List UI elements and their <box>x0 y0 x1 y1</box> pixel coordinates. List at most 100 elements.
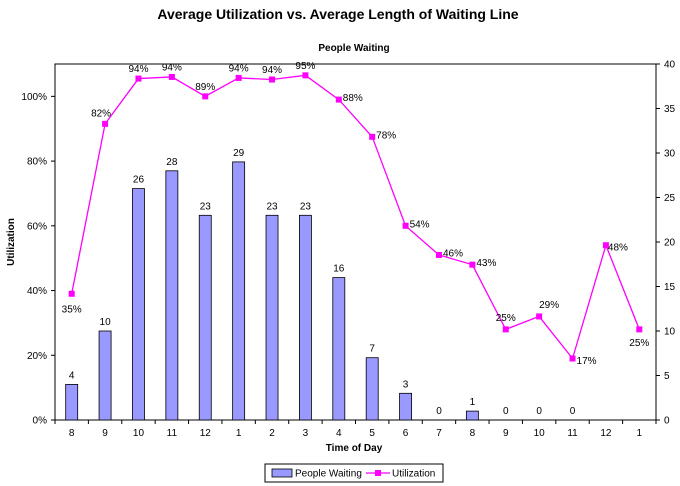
line-marker <box>102 120 109 127</box>
right-tick-label: 20 <box>664 238 676 249</box>
bar <box>465 410 479 421</box>
line-marker <box>168 73 175 80</box>
bar <box>98 330 112 421</box>
bar-value-label: 0 <box>503 406 509 417</box>
left-tick-label: 80% <box>27 157 47 168</box>
line-value-label: 89% <box>195 82 215 93</box>
legend-box <box>264 463 444 483</box>
bar-value-label: 23 <box>200 201 212 212</box>
bar <box>332 277 346 421</box>
line-marker <box>302 72 309 79</box>
left-tick-label: 100% <box>21 92 47 103</box>
x-axis-label: Time of Day <box>326 443 383 454</box>
line-value-label: 29% <box>539 300 559 311</box>
line-value-label: 94% <box>229 63 249 74</box>
line-marker <box>602 242 609 249</box>
line-marker <box>469 261 476 268</box>
x-tick-label: 6 <box>403 428 409 439</box>
bar-value-label: 23 <box>266 201 278 212</box>
bar-value-label: 28 <box>166 157 178 168</box>
plot-area <box>54 63 657 421</box>
x-tick-label: 11 <box>567 428 578 439</box>
right-tick-label: 10 <box>664 327 676 338</box>
legend-bar-label: People Waiting <box>295 469 362 480</box>
bar <box>65 383 79 421</box>
line-value-label: 82% <box>91 108 111 119</box>
legend: People Waiting Utilization <box>264 463 444 483</box>
right-tick-label: 5 <box>664 371 670 382</box>
line-group <box>68 72 643 362</box>
right-tick-label: 30 <box>664 149 676 160</box>
x-tick-label: 8 <box>470 428 476 439</box>
bar <box>299 214 312 421</box>
x-axis: 8 9 10 11 12 1 2 3 4 5 6 7 8 9 10 11 12 1 <box>54 420 657 439</box>
bar-value-label: 0 <box>536 406 542 417</box>
x-tick-label: 5 <box>369 428 375 439</box>
right-tick-label: 40 <box>664 60 676 71</box>
bar-value-label: 1 <box>470 397 476 408</box>
bar-value-label: 23 <box>300 201 312 212</box>
x-tick-label: 1 <box>637 428 643 439</box>
x-tick-label: 7 <box>436 428 442 439</box>
line-value-label: 43% <box>476 258 496 269</box>
line-marker <box>569 355 576 362</box>
x-tick-label: 3 <box>303 428 309 439</box>
line-value-label: 46% <box>443 248 463 259</box>
right-tick-label: 35 <box>664 104 676 115</box>
line-value-label: 88% <box>343 93 363 104</box>
line-value-label: 95% <box>295 61 315 72</box>
bar-value-label: 0 <box>436 406 442 417</box>
x-tick-label: 12 <box>200 428 212 439</box>
right-tick-label: 15 <box>664 282 676 293</box>
line-marker <box>402 222 409 229</box>
x-tick-label: 10 <box>133 428 145 439</box>
line-value-label: 25% <box>629 338 649 349</box>
x-tick-label: 2 <box>269 428 275 439</box>
bar <box>198 214 212 421</box>
y-axis-label: Utilization <box>6 218 17 266</box>
bar <box>165 170 179 421</box>
x-tick-label: 12 <box>600 428 612 439</box>
x-tick-label: 8 <box>69 428 75 439</box>
line-label-group: 35% 82% 94% 94% 89% 94% 94% 95% 88% 78% 54% 46% 43% 2… <box>62 61 650 367</box>
line-marker <box>502 326 509 333</box>
left-tick-label: 40% <box>27 286 47 297</box>
line-value-label: 94% <box>128 64 148 75</box>
line-marker <box>202 93 209 100</box>
line-marker <box>636 326 643 333</box>
bar-value-label: 7 <box>369 344 375 355</box>
chart-title: Average Utilization vs. Average Length o… <box>157 6 518 22</box>
bar-value-label: 26 <box>133 175 145 186</box>
line-marker <box>135 75 142 82</box>
right-tick-label: 0 <box>664 416 670 427</box>
bar <box>132 188 145 421</box>
bar-value-label: 4 <box>69 370 75 381</box>
bar <box>232 161 246 421</box>
right-axis: 0 5 10 15 20 25 30 35 40 <box>656 60 676 427</box>
bar-value-label: 3 <box>403 379 409 390</box>
line-value-label: 94% <box>162 62 182 73</box>
chart-subtitle: People Waiting <box>318 43 389 54</box>
left-tick-label: 60% <box>27 221 47 232</box>
line-value-label: 48% <box>608 243 628 254</box>
line-value-label: 54% <box>410 219 430 230</box>
x-tick-label: 9 <box>503 428 509 439</box>
legend-line-label: Utilization <box>392 469 435 480</box>
bar-value-label: 10 <box>100 317 112 328</box>
line-marker <box>536 313 543 320</box>
utilization-line <box>71 74 640 360</box>
bar-value-label: 16 <box>333 264 345 275</box>
x-tick-label: 10 <box>534 428 546 439</box>
line-value-label: 17% <box>577 356 597 367</box>
bar-group <box>65 161 479 421</box>
x-tick-label: 4 <box>336 428 342 439</box>
line-marker <box>68 290 75 297</box>
line-marker <box>435 251 442 258</box>
x-tick-label: 9 <box>102 428 108 439</box>
bar <box>399 392 412 421</box>
x-tick-label: 11 <box>167 428 178 439</box>
line-marker <box>235 74 242 81</box>
bar-value-label: 0 <box>570 406 576 417</box>
